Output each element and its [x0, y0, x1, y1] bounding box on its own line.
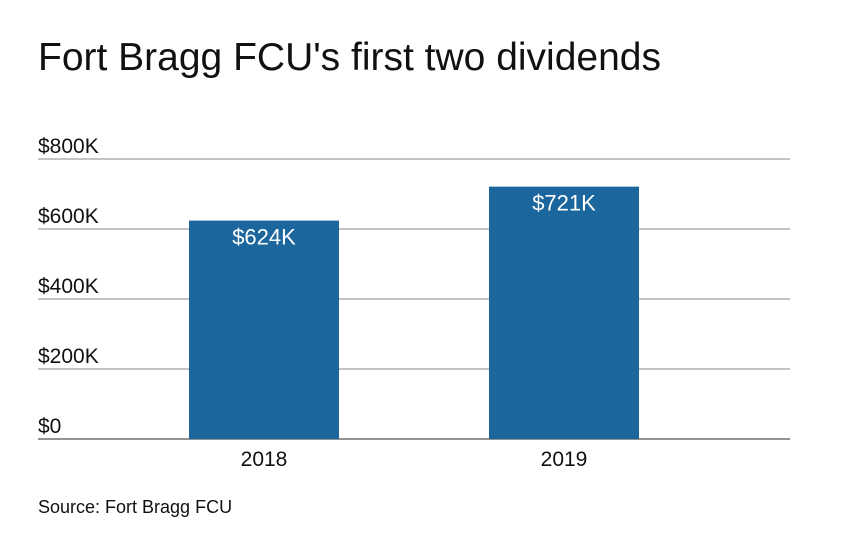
- x-tick-label-2019: 2019: [541, 448, 588, 471]
- bars: [189, 186, 639, 439]
- data-label-2019: $721K: [532, 191, 596, 216]
- chart-title: Fort Bragg FCU's first two dividends: [38, 36, 661, 79]
- bar-data-labels: $624K $721K: [232, 191, 596, 250]
- bar-2019: [489, 186, 639, 439]
- y-tick-label-2: $400K: [38, 275, 99, 298]
- gridlines: [38, 158, 790, 440]
- y-tick-label-0: $0: [38, 415, 61, 438]
- y-tick-label-4: $800K: [38, 135, 99, 158]
- bar-2018: [189, 220, 339, 439]
- y-axis-tick-labels: $0 $200K $400K $600K $800K: [38, 135, 99, 438]
- x-axis-tick-labels: 2018 2019: [241, 448, 588, 471]
- y-tick-label-1: $200K: [38, 345, 99, 368]
- y-tick-label-3: $600K: [38, 205, 99, 228]
- chart-source: Source: Fort Bragg FCU: [38, 497, 233, 517]
- x-tick-label-2018: 2018: [241, 448, 288, 471]
- data-label-2018: $624K: [232, 225, 296, 250]
